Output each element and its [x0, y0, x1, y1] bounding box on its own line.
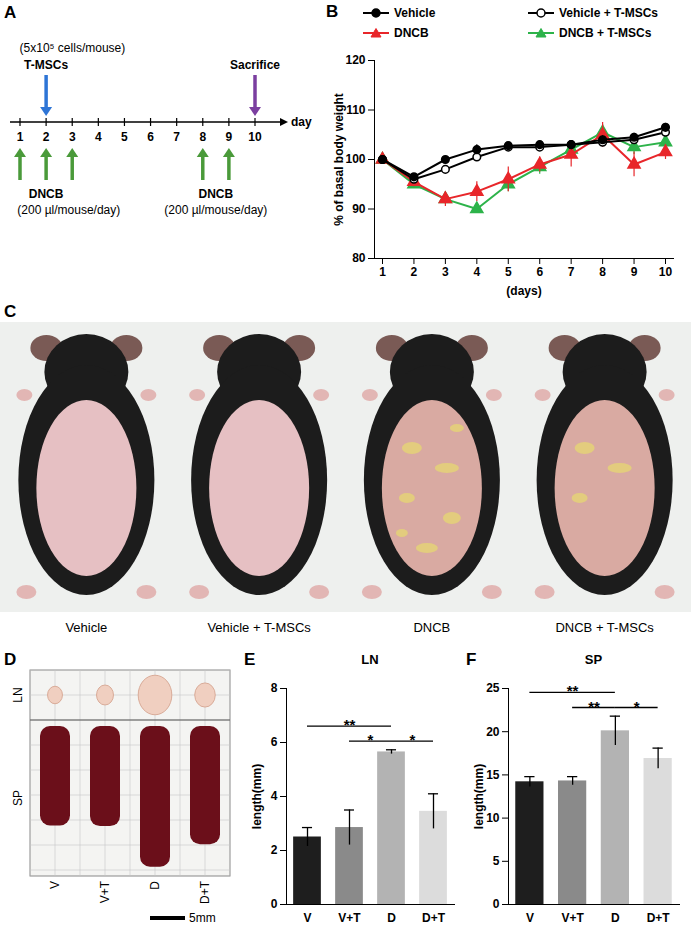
html-text:E: E [244, 650, 256, 669]
svg-text:% of basal body weight: % of basal body weight [332, 93, 346, 226]
svg-text:V+T: V+T [338, 911, 361, 925]
svg-text:10: 10 [486, 811, 500, 825]
svg-text:V+T: V+T [98, 880, 112, 903]
svg-text:5: 5 [493, 854, 500, 868]
svg-text:V: V [303, 911, 311, 925]
svg-text:6: 6 [271, 735, 278, 749]
svg-text:V: V [48, 881, 62, 889]
svg-text:2: 2 [271, 843, 278, 857]
svg-text:8: 8 [599, 265, 606, 279]
svg-text:8: 8 [199, 130, 206, 144]
svg-text:D: D [4, 650, 16, 669]
svg-text:3: 3 [69, 130, 76, 144]
svg-text:**: ** [588, 698, 600, 715]
svg-text:V: V [526, 911, 534, 925]
svg-text:110: 110 [346, 103, 366, 117]
svg-text:6: 6 [147, 130, 154, 144]
svg-text:3: 3 [442, 265, 449, 279]
svg-text:*: * [410, 731, 416, 748]
html-text:Vehicle + T-MSCs: Vehicle + T-MSCs [559, 6, 658, 20]
svg-text:25: 25 [486, 681, 500, 695]
svg-text:*: * [634, 698, 640, 715]
html-text:LN: LN [361, 652, 379, 667]
svg-text:A: A [4, 3, 16, 22]
svg-text:2: 2 [411, 265, 418, 279]
svg-text:10: 10 [248, 130, 262, 144]
svg-text:120: 120 [345, 53, 365, 67]
svg-text:D: D [387, 911, 396, 925]
svg-text:0: 0 [493, 897, 500, 911]
svg-text:D+T: D+T [198, 880, 212, 904]
html-text:F: F [466, 650, 477, 669]
svg-text:9: 9 [226, 130, 233, 144]
svg-text:90: 90 [352, 202, 366, 216]
svg-text:1: 1 [17, 130, 24, 144]
svg-text:(5x10⁵ cells/mouse): (5x10⁵ cells/mouse) [20, 41, 126, 55]
svg-text:1: 1 [379, 265, 386, 279]
svg-text:SP: SP [11, 790, 25, 806]
svg-text:0: 0 [271, 897, 278, 911]
svg-text:(200 µl/mouse/day): (200 µl/mouse/day) [164, 203, 267, 217]
svg-text:7: 7 [173, 130, 180, 144]
svg-text:6: 6 [536, 265, 543, 279]
svg-text:20: 20 [486, 725, 500, 739]
svg-text:DNCB: DNCB [29, 187, 64, 201]
svg-text:D: D [148, 881, 162, 890]
svg-text:4: 4 [473, 265, 480, 279]
svg-text:DNCB: DNCB [198, 187, 233, 201]
svg-text:DNCB: DNCB [413, 620, 450, 635]
svg-text:9: 9 [631, 265, 638, 279]
svg-text:(200 µl/mouse/day): (200 µl/mouse/day) [17, 203, 120, 217]
svg-text:5: 5 [121, 130, 128, 144]
html-text:DNCB: DNCB [394, 26, 429, 40]
svg-text:length(mm): length(mm) [472, 764, 486, 829]
svg-text:5: 5 [505, 265, 512, 279]
svg-text:Vehicle: Vehicle [65, 620, 107, 635]
html-text:B: B [326, 2, 339, 21]
svg-text:10: 10 [659, 265, 673, 279]
svg-text:Vehicle + T-MSCs: Vehicle + T-MSCs [207, 620, 311, 635]
svg-text:100: 100 [345, 152, 365, 166]
svg-text:80: 80 [352, 251, 366, 265]
svg-text:15: 15 [486, 768, 500, 782]
svg-text:Sacrifice: Sacrifice [230, 58, 280, 72]
svg-text:8: 8 [271, 681, 278, 695]
svg-text:5mm: 5mm [189, 911, 216, 925]
svg-text:7: 7 [568, 265, 575, 279]
svg-text:length(mm): length(mm) [250, 764, 264, 829]
svg-text:V+T: V+T [561, 911, 584, 925]
html-text:DNCB + T-MSCs: DNCB + T-MSCs [559, 26, 652, 40]
html-text:SP: SP [584, 652, 603, 667]
svg-text:DNCB + T-MSCs: DNCB + T-MSCs [555, 620, 654, 635]
svg-text:*: * [368, 731, 374, 748]
svg-text:(days): (days) [506, 284, 541, 298]
svg-text:2: 2 [43, 130, 50, 144]
svg-text:day: day [291, 115, 312, 129]
svg-text:D: D [611, 911, 620, 925]
svg-text:4: 4 [95, 130, 102, 144]
svg-text:T-MSCs: T-MSCs [24, 58, 68, 72]
svg-text:C: C [4, 302, 16, 321]
svg-text:D+T: D+T [422, 911, 446, 925]
svg-text:LN: LN [11, 687, 25, 702]
html-text:Vehicle: Vehicle [394, 6, 436, 20]
svg-text:D+T: D+T [647, 911, 671, 925]
svg-text:**: ** [567, 682, 579, 699]
svg-text:4: 4 [271, 789, 278, 803]
svg-text:**: ** [344, 716, 356, 733]
